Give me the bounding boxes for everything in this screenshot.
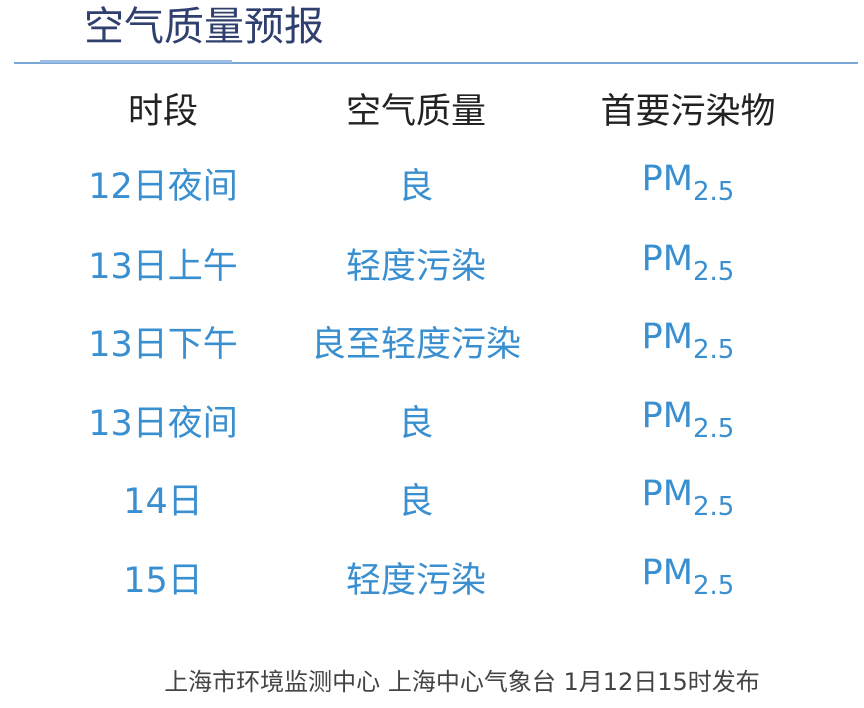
header-period: 时段 bbox=[127, 92, 199, 132]
pollutant-name: PM bbox=[641, 474, 693, 514]
pollutant-subscript: 2.5 bbox=[692, 571, 735, 601]
quality-cell: 良 bbox=[398, 167, 434, 207]
period-cell: 13日下午 bbox=[88, 325, 238, 365]
pollutant-name: PM bbox=[641, 159, 693, 199]
pollutant-cell: PM2.5 bbox=[642, 469, 735, 532]
page-title: 空气质量预报 bbox=[84, 4, 324, 50]
header-quality: 空气质量 bbox=[345, 92, 487, 132]
footer-source: 上海市环境监测中心 上海中心气象台 1月12日15时发布 bbox=[164, 668, 760, 696]
pollutant-name: PM bbox=[641, 396, 693, 436]
pollutant-name: PM bbox=[641, 317, 693, 357]
pollutant-subscript: 2.5 bbox=[692, 414, 735, 444]
period-cell: 15日 bbox=[123, 561, 203, 601]
divider-accent bbox=[40, 60, 232, 63]
quality-cell: 良 bbox=[398, 482, 434, 522]
table-row: 13日上午 轻度污染 PM2.5 bbox=[0, 239, 864, 292]
quality-cell: 轻度污染 bbox=[345, 247, 487, 287]
pollutant-cell: PM2.5 bbox=[642, 234, 735, 297]
divider bbox=[14, 62, 858, 64]
quality-cell: 轻度污染 bbox=[345, 561, 487, 601]
table-row: 15日 轻度污染 PM2.5 bbox=[0, 553, 864, 606]
table-row: 13日下午 良至轻度污染 PM2.5 bbox=[0, 317, 864, 370]
table-row: 13日夜间 良 PM2.5 bbox=[0, 396, 864, 449]
pollutant-cell: PM2.5 bbox=[642, 154, 735, 217]
period-cell: 13日夜间 bbox=[88, 404, 238, 444]
pollutant-subscript: 2.5 bbox=[692, 335, 735, 365]
header-pollutant: 首要污染物 bbox=[600, 92, 776, 132]
period-cell: 14日 bbox=[123, 482, 203, 522]
period-cell: 13日上午 bbox=[88, 247, 238, 287]
pollutant-name: PM bbox=[641, 239, 693, 279]
pollutant-cell: PM2.5 bbox=[642, 548, 735, 611]
table-row: 14日 良 PM2.5 bbox=[0, 474, 864, 527]
quality-cell: 良 bbox=[398, 404, 434, 444]
pollutant-subscript: 2.5 bbox=[692, 492, 735, 522]
period-cell: 12日夜间 bbox=[88, 167, 238, 207]
table-header: 时段 空气质量 首要污染物 bbox=[0, 87, 864, 137]
pollutant-subscript: 2.5 bbox=[692, 177, 735, 207]
pollutant-subscript: 2.5 bbox=[692, 257, 735, 287]
quality-cell: 良至轻度污染 bbox=[310, 325, 522, 365]
pollutant-cell: PM2.5 bbox=[642, 391, 735, 454]
pollutant-cell: PM2.5 bbox=[642, 312, 735, 375]
pollutant-name: PM bbox=[641, 553, 693, 593]
table-row: 12日夜间 良 PM2.5 bbox=[0, 159, 864, 212]
